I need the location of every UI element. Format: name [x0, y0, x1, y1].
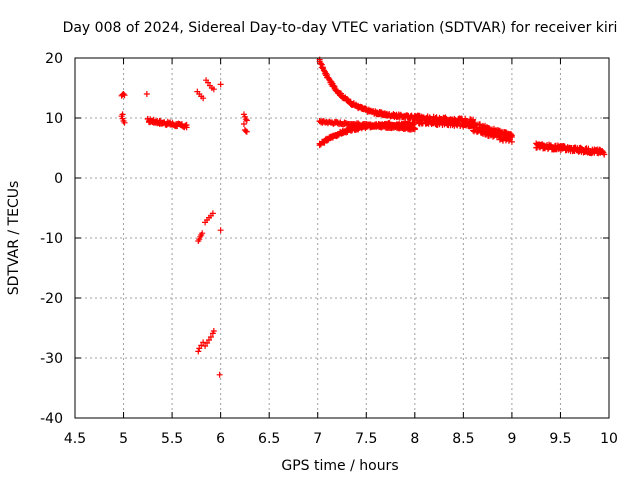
data-point [200, 95, 207, 102]
data-point [330, 82, 337, 89]
x-tick-label: 10 [600, 431, 618, 447]
data-point [199, 230, 206, 237]
x-tick-label: 4.5 [64, 431, 86, 447]
y-axis: -40 -30 -20 -10 0 10 20 [40, 51, 609, 427]
data-point [243, 128, 250, 135]
x-tick-label: 5 [119, 431, 128, 447]
x-tick-label: 6 [216, 431, 225, 447]
data-point [120, 91, 127, 97]
x-tick-label: 7 [313, 431, 322, 447]
data-point [217, 81, 224, 88]
data-point [411, 126, 418, 133]
grid [75, 58, 609, 418]
x-tick-label: 9 [507, 431, 516, 447]
data-point [507, 131, 514, 138]
data-point [318, 61, 325, 68]
y-tick-label: -40 [40, 411, 63, 427]
x-axis-label: GPS time / hours [281, 458, 398, 474]
x-tick-label: 8 [410, 431, 419, 447]
data-point [243, 117, 250, 124]
y-axis-label: SDTVAR / TECUs [6, 181, 22, 296]
data-point [319, 64, 326, 71]
data-point [210, 86, 217, 93]
data-point [240, 121, 247, 127]
y-tick-label: -10 [40, 231, 63, 247]
chart-title: Day 008 of 2024, Sidereal Day-to-day VTE… [63, 20, 618, 36]
data-point [347, 98, 354, 105]
y-tick-label: -30 [40, 351, 63, 367]
data-point [210, 328, 217, 334]
data-point [317, 60, 324, 67]
data-point [121, 119, 128, 126]
y-tick-label: 0 [54, 171, 63, 187]
data-point [217, 227, 224, 234]
y-tick-label: 10 [45, 111, 63, 127]
data-point [216, 371, 223, 378]
data-points [118, 56, 608, 378]
data-point [183, 121, 190, 128]
data-point [347, 127, 354, 134]
data-point [242, 116, 249, 123]
y-tick-label: 20 [45, 51, 63, 67]
data-point [207, 334, 214, 340]
x-axis: 4.5 5 5.5 6 6.5 7 7.5 8 8.5 9 9.5 10 [64, 58, 618, 447]
data-point [508, 134, 515, 141]
x-tick-label: 7.5 [355, 431, 377, 447]
data-point [119, 111, 126, 118]
data-point [195, 348, 202, 355]
y-tick-label: -20 [40, 291, 63, 307]
x-tick-label: 9.5 [549, 431, 571, 447]
data-point [143, 91, 150, 97]
x-tick-label: 6.5 [258, 431, 280, 447]
plot-frame [74, 57, 610, 419]
data-point [601, 151, 608, 158]
data-point [209, 210, 216, 217]
data-point [121, 92, 128, 99]
x-tick-label: 5.5 [161, 431, 183, 447]
x-tick-label: 8.5 [452, 431, 474, 447]
